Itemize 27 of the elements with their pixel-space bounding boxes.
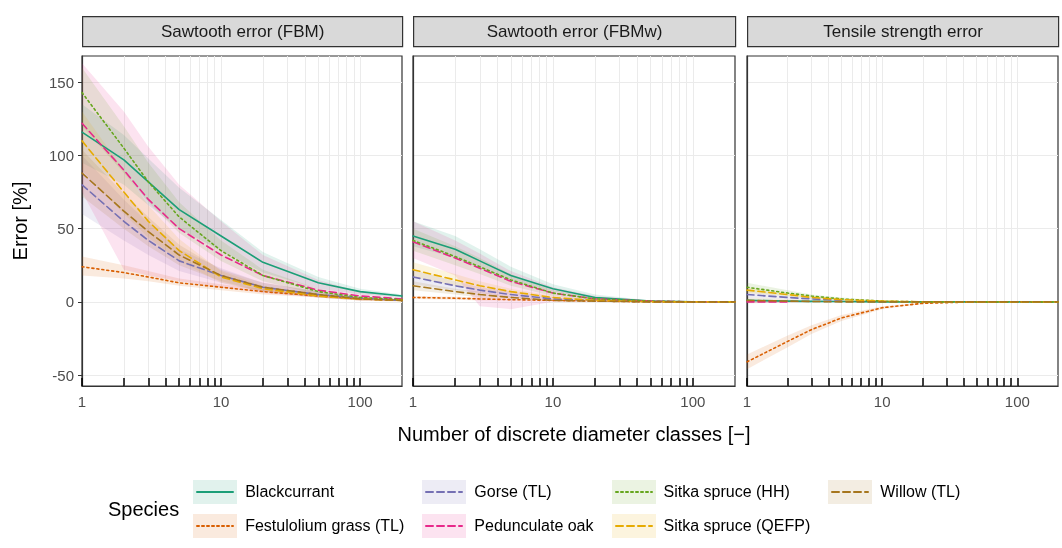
legend-label: Willow (TL) <box>880 483 961 501</box>
x-tick-label: 1 <box>77 393 87 410</box>
y-axis-title: Error [%] <box>9 181 31 261</box>
x-axis-title: Number of discrete diameter classes [−] <box>397 423 751 445</box>
legend-label: Sitka spruce (QEFP) <box>663 517 811 535</box>
legend-label: Pedunculate oak <box>474 517 594 535</box>
y-tick-label: 150 <box>48 73 74 91</box>
x-tick-label: 100 <box>347 393 373 410</box>
y-tick-label: -50 <box>52 366 74 384</box>
y-tick-label: 50 <box>57 220 74 238</box>
legend-label: Gorse (TL) <box>474 483 552 501</box>
legend-label: Sitka spruce (HH) <box>663 483 790 501</box>
x-tick-label: 100 <box>1004 393 1030 410</box>
chart-title: Sawtooth error (FBMw) <box>486 22 663 42</box>
y-tick-label: 100 <box>48 147 74 165</box>
chart-title: Tensile strength error <box>823 22 984 42</box>
x-tick-label: 1 <box>408 393 418 410</box>
legend-title: Species <box>108 497 180 521</box>
legend-label: Blackcurrant <box>245 483 335 501</box>
x-tick-label: 10 <box>873 393 891 410</box>
legend-label: Festulolium grass (TL) <box>245 517 405 535</box>
x-tick-label: 10 <box>544 393 562 410</box>
y-tick-label: 0 <box>65 293 74 311</box>
x-tick-label: 100 <box>680 393 706 410</box>
chart-title: Sawtooth error (FBM) <box>160 22 325 42</box>
x-tick-label: 10 <box>212 393 230 410</box>
x-tick-label: 1 <box>742 393 752 410</box>
